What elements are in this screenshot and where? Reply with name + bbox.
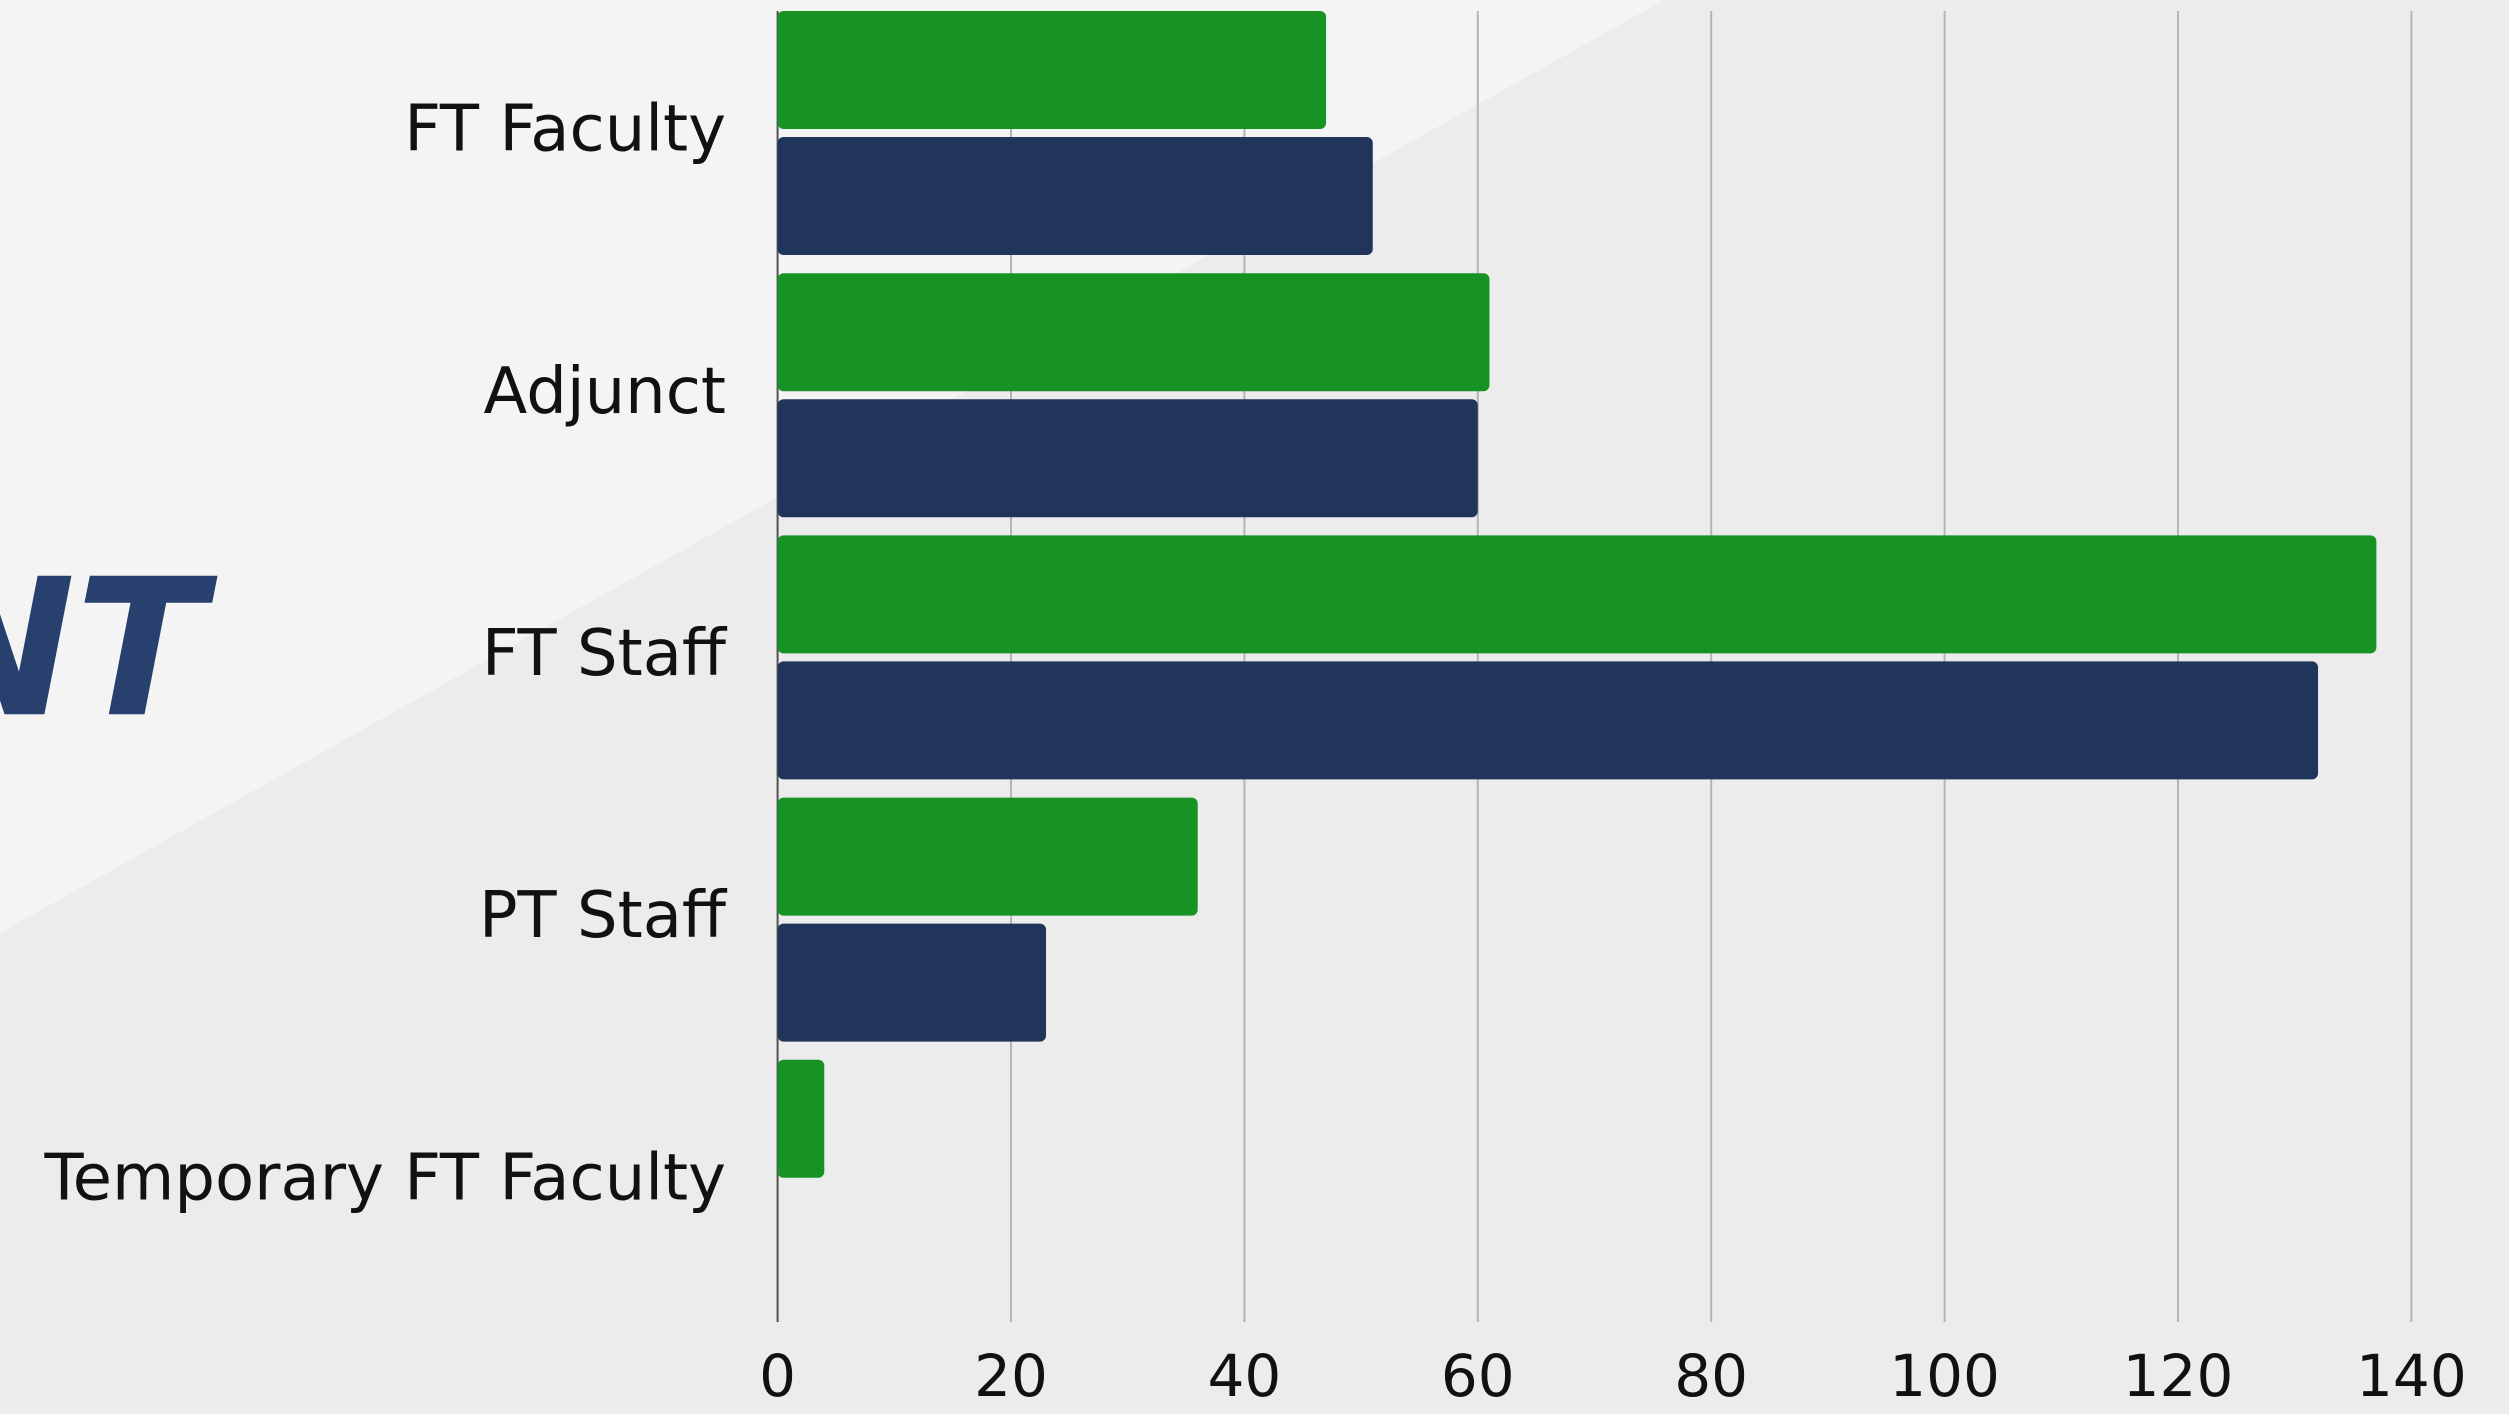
logo-fragment: NT <box>0 538 218 759</box>
bar <box>777 1059 825 1178</box>
bar <box>777 11 1327 129</box>
x-tick-label: 20 <box>974 1342 1048 1410</box>
x-tick-label: 100 <box>1889 1342 2000 1410</box>
y-tick-label: FT Faculty <box>404 93 726 167</box>
bar <box>777 273 1490 392</box>
x-tick-label: 80 <box>1674 1342 1748 1410</box>
bar <box>777 535 2377 654</box>
x-tick-label: 60 <box>1441 1342 1515 1410</box>
y-tick-label: Temporary FT Faculty <box>43 1141 726 1215</box>
x-tick-label: 40 <box>1207 1342 1281 1410</box>
x-tick-label: 0 <box>759 1342 796 1410</box>
bar <box>777 661 2319 780</box>
bar <box>777 137 1373 255</box>
y-tick-label: FT Staff <box>482 617 728 691</box>
bar <box>777 923 1047 1042</box>
y-tick-label: Adjunct <box>484 355 726 429</box>
x-tick-label: 140 <box>2356 1342 2467 1410</box>
bar <box>777 399 1478 518</box>
bar <box>777 797 1198 916</box>
y-tick-label: PT Staff <box>479 879 728 953</box>
x-tick-label: 120 <box>2123 1342 2234 1410</box>
